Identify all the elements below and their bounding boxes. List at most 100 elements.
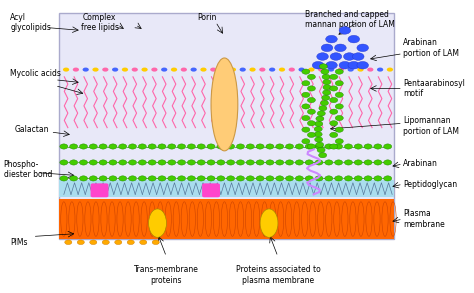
Text: Arabinan
portion of LAM: Arabinan portion of LAM: [403, 38, 459, 57]
Circle shape: [317, 147, 325, 153]
Circle shape: [339, 27, 351, 34]
Circle shape: [364, 160, 372, 165]
Circle shape: [181, 68, 187, 71]
Circle shape: [80, 176, 88, 181]
Circle shape: [89, 144, 97, 149]
Circle shape: [330, 74, 338, 79]
Circle shape: [246, 144, 255, 149]
Circle shape: [279, 68, 285, 71]
Circle shape: [237, 176, 245, 181]
Circle shape: [387, 68, 393, 71]
Circle shape: [187, 176, 195, 181]
Circle shape: [197, 176, 205, 181]
Circle shape: [325, 176, 333, 181]
Circle shape: [92, 68, 99, 71]
Circle shape: [168, 144, 176, 149]
Circle shape: [82, 68, 89, 71]
Circle shape: [315, 176, 323, 181]
Text: Mycolic acids: Mycolic acids: [10, 69, 61, 79]
Text: Pentaarabinosyl
motif: Pentaarabinosyl motif: [403, 79, 465, 98]
Text: Plasma
membrane: Plasma membrane: [403, 209, 445, 229]
Circle shape: [227, 160, 235, 165]
Circle shape: [285, 176, 293, 181]
Circle shape: [295, 160, 303, 165]
Circle shape: [326, 62, 337, 69]
Text: Galactan: Galactan: [15, 125, 49, 134]
Ellipse shape: [260, 209, 278, 237]
Circle shape: [207, 144, 215, 149]
Circle shape: [319, 105, 327, 111]
Circle shape: [259, 68, 265, 71]
Circle shape: [325, 144, 333, 149]
Circle shape: [158, 176, 166, 181]
Circle shape: [128, 144, 137, 149]
Circle shape: [138, 176, 146, 181]
Circle shape: [321, 69, 329, 74]
Circle shape: [246, 176, 255, 181]
Circle shape: [148, 160, 156, 165]
Text: Acyl
glycolipids: Acyl glycolipids: [10, 13, 51, 33]
Circle shape: [158, 160, 166, 165]
Text: Proteins associated to
plasma membrane: Proteins associated to plasma membrane: [236, 265, 320, 285]
Circle shape: [168, 176, 176, 181]
Circle shape: [302, 127, 310, 132]
Circle shape: [197, 160, 205, 165]
Circle shape: [227, 144, 235, 149]
Circle shape: [256, 160, 264, 165]
Circle shape: [383, 176, 392, 181]
Circle shape: [345, 160, 353, 165]
Circle shape: [227, 176, 235, 181]
Circle shape: [322, 74, 330, 79]
Circle shape: [90, 240, 97, 245]
Circle shape: [330, 132, 338, 137]
Circle shape: [374, 176, 382, 181]
Circle shape: [345, 144, 353, 149]
Circle shape: [201, 68, 207, 71]
Circle shape: [357, 44, 368, 52]
Circle shape: [65, 240, 72, 245]
Circle shape: [178, 144, 186, 149]
Circle shape: [73, 68, 79, 71]
Circle shape: [276, 160, 284, 165]
Circle shape: [109, 176, 117, 181]
Circle shape: [302, 92, 310, 98]
Circle shape: [210, 68, 217, 71]
Ellipse shape: [148, 209, 166, 237]
Circle shape: [354, 144, 362, 149]
Circle shape: [187, 144, 195, 149]
Circle shape: [80, 144, 88, 149]
Circle shape: [168, 160, 176, 165]
Circle shape: [63, 68, 69, 71]
Circle shape: [197, 144, 205, 149]
Circle shape: [323, 85, 331, 90]
Circle shape: [383, 160, 392, 165]
Circle shape: [295, 176, 303, 181]
Ellipse shape: [211, 58, 238, 151]
Bar: [59, 199, 394, 239]
Circle shape: [266, 176, 274, 181]
Circle shape: [308, 86, 315, 91]
Circle shape: [266, 144, 274, 149]
Circle shape: [364, 144, 372, 149]
Circle shape: [80, 160, 88, 165]
Circle shape: [239, 68, 246, 71]
Circle shape: [318, 68, 324, 71]
Circle shape: [347, 68, 354, 71]
Circle shape: [308, 98, 315, 103]
Circle shape: [345, 176, 353, 181]
Circle shape: [308, 132, 315, 137]
Circle shape: [99, 160, 107, 165]
Text: Phospho-
diester bond: Phospho- diester bond: [4, 160, 52, 179]
Circle shape: [302, 104, 310, 109]
Bar: [59, 180, 394, 197]
Circle shape: [357, 68, 364, 71]
Text: Lipomannan
portion of LAM: Lipomannan portion of LAM: [403, 117, 459, 136]
Circle shape: [335, 160, 343, 165]
Circle shape: [315, 121, 323, 127]
Circle shape: [354, 176, 362, 181]
Circle shape: [256, 144, 264, 149]
Circle shape: [266, 160, 274, 165]
Circle shape: [357, 62, 368, 69]
Circle shape: [122, 68, 128, 71]
Circle shape: [335, 127, 343, 132]
